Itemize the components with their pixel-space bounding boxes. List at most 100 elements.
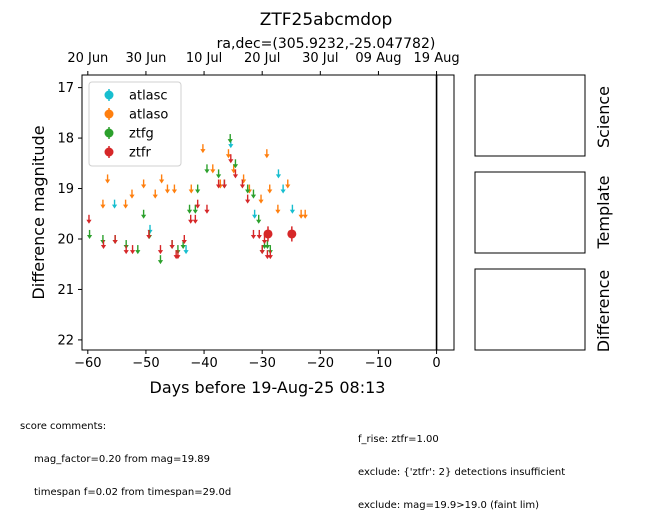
limit-point xyxy=(188,189,194,194)
limit-point xyxy=(86,219,92,224)
cutout-panels: Science Template Difference xyxy=(474,74,613,352)
difference-cutout xyxy=(474,268,586,351)
lightcurve-figure: ZTF25abcmdop ra,dec=(305.9232,-25.047782… xyxy=(29,10,613,397)
top-tick-label: 30 Jul xyxy=(302,51,338,66)
limit-point xyxy=(86,234,93,239)
x-tick-label: −30 xyxy=(248,356,275,371)
score-comments-heading: score comments: xyxy=(20,421,107,432)
detection-point xyxy=(287,229,297,239)
legend-box xyxy=(88,81,182,167)
limit-point xyxy=(232,164,239,169)
legend-marker xyxy=(104,128,114,138)
limit-point xyxy=(204,209,210,214)
score-comment-line: exclude: mag=19.9>19.0 (faint lim) xyxy=(358,500,540,511)
series-atlaso-limits xyxy=(100,144,308,219)
limit-point xyxy=(225,154,232,159)
limit-point xyxy=(289,209,296,214)
limit-point xyxy=(157,250,164,255)
limit-point xyxy=(285,184,291,189)
limit-point xyxy=(123,250,129,255)
limit-point xyxy=(245,189,251,194)
limit-point xyxy=(195,189,201,194)
limit-point xyxy=(159,179,165,184)
limit-point xyxy=(264,154,270,159)
limit-point xyxy=(245,199,251,204)
limit-point xyxy=(100,204,106,209)
limit-point xyxy=(129,250,136,255)
y-tick-label: 18 xyxy=(57,132,74,147)
limit-point xyxy=(275,209,281,214)
y-tick-label: 20 xyxy=(57,232,74,247)
series-atlasc-limits xyxy=(111,139,296,255)
limit-point xyxy=(141,184,147,189)
top-tick-label: 20 Jun xyxy=(67,51,108,66)
score-comment-line: mag_factor=0.20 from mag=19.89 xyxy=(34,454,211,465)
limit-point xyxy=(152,194,158,199)
limit-point xyxy=(228,144,234,149)
limit-point xyxy=(122,204,129,209)
limit-point xyxy=(157,260,164,265)
score-comments-right: f_rise: ztfr=1.00 exclude: {'ztfr': 2} d… xyxy=(358,412,565,522)
x-tick-label: −20 xyxy=(307,356,334,371)
x-tick-label: 0 xyxy=(432,356,440,371)
limit-point xyxy=(164,189,171,194)
limit-point xyxy=(146,234,152,239)
limit-point xyxy=(250,194,257,199)
difference-cutout-label: Difference xyxy=(594,270,613,352)
limit-point xyxy=(200,149,206,154)
legend-label: atlaso xyxy=(129,108,168,123)
legend-marker xyxy=(104,147,114,157)
limit-point xyxy=(232,174,239,179)
y-tick-label: 17 xyxy=(57,81,74,96)
limit-point xyxy=(181,239,187,244)
y-tick-label: 21 xyxy=(57,283,74,298)
limit-point xyxy=(104,179,111,184)
limit-point xyxy=(195,204,201,209)
limit-point xyxy=(267,189,273,194)
limit-point xyxy=(100,245,107,250)
score-comments-left: score comments: mag_factor=0.20 from mag… xyxy=(20,399,231,509)
limit-point xyxy=(180,245,186,250)
limit-point xyxy=(267,255,273,260)
top-tick-label: 19 Aug xyxy=(414,51,460,66)
chart-title: ZTF25abcmdop xyxy=(260,10,393,30)
template-cutout-label: Template xyxy=(594,175,613,249)
limit-point xyxy=(298,214,304,219)
limit-point xyxy=(256,219,262,224)
limit-point xyxy=(221,184,228,189)
limit-point xyxy=(215,174,222,179)
top-tick-label: 30 Jun xyxy=(125,51,166,66)
limit-point xyxy=(228,159,234,164)
limit-point xyxy=(280,189,286,194)
score-comment-line: f_rise: ztfr=1.00 xyxy=(358,434,439,445)
series-ztfr-detections xyxy=(263,226,297,242)
limit-point xyxy=(171,189,178,194)
x-tick-label: −60 xyxy=(74,356,101,371)
x-axis-label: Days before 19-Aug-25 08:13 xyxy=(150,378,386,397)
y-tick-label: 19 xyxy=(57,182,74,197)
top-tick-label: 09 Aug xyxy=(355,51,401,66)
legend: atlasc atlaso ztfg ztfr xyxy=(88,81,182,167)
limit-point xyxy=(135,250,141,255)
y-tick-label: 22 xyxy=(57,333,74,348)
limit-point xyxy=(112,239,118,244)
legend-label: ztfg xyxy=(129,127,154,142)
limit-point xyxy=(183,250,189,255)
top-tick-label: 10 Jul xyxy=(186,51,222,66)
science-cutout-label: Science xyxy=(594,86,613,148)
plot-frame xyxy=(81,74,455,351)
limit-point xyxy=(264,245,271,250)
limit-point xyxy=(169,245,175,250)
chart-subtitle: ra,dec=(305.9232,-25.047782) xyxy=(217,36,436,52)
top-tick-label: 20 Jul xyxy=(244,51,280,66)
x-tick-label: −40 xyxy=(190,356,217,371)
template-cutout xyxy=(474,171,586,254)
limit-point xyxy=(227,139,233,144)
limit-point xyxy=(256,234,262,239)
limit-point xyxy=(192,219,198,224)
legend-marker xyxy=(104,90,114,100)
plot-marks xyxy=(86,75,438,350)
x-tick-label: −50 xyxy=(132,356,159,371)
legend-label: atlasc xyxy=(129,89,168,104)
score-comment-line: timespan f=0.02 from timespan=29.0d xyxy=(34,487,232,498)
